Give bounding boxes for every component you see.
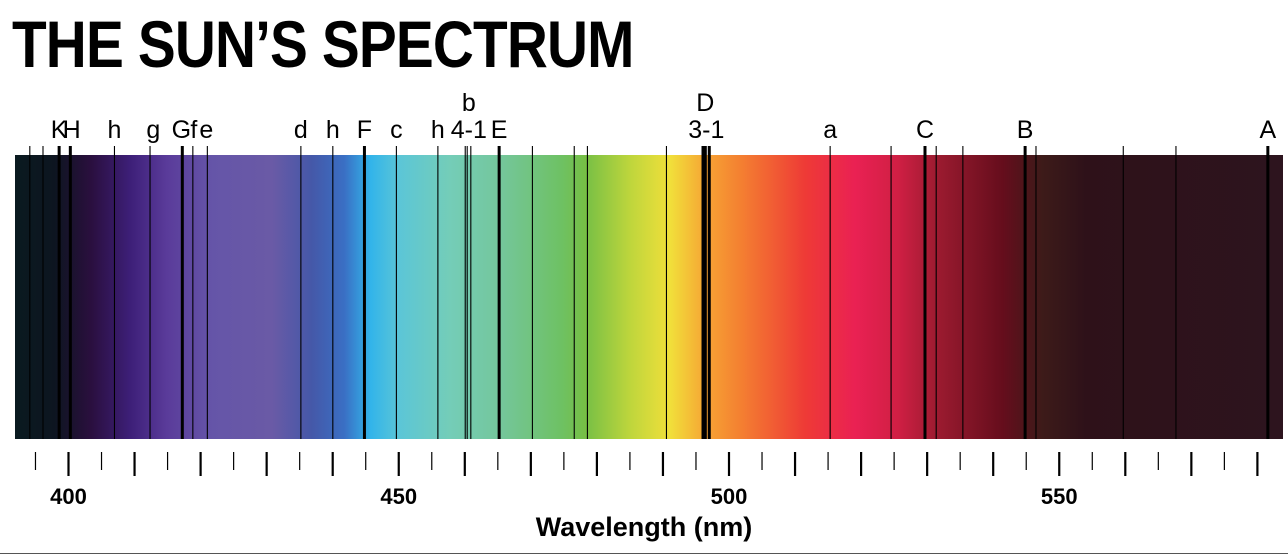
tick-label: 500 [711, 484, 748, 509]
line-label: g [146, 116, 160, 144]
line-label: F [357, 116, 372, 144]
tick-label: 450 [380, 484, 417, 509]
line-label: K [51, 116, 68, 144]
line-label: d [294, 116, 308, 144]
page-title: THE SUN’S SPECTRUM [12, 7, 634, 81]
divider [0, 553, 1288, 554]
line-label: B [1017, 116, 1034, 144]
line-label: H [63, 116, 81, 144]
x-axis-title: Wavelength (nm) [535, 512, 753, 542]
line-label: f [190, 116, 197, 144]
line-label: A [1260, 116, 1277, 144]
line-label: h [326, 116, 340, 144]
line-label: h [431, 116, 445, 144]
tick-label: 550 [1041, 484, 1078, 509]
line-label: G [172, 116, 191, 144]
wavelength-axis: 400450500550600650700750 [34, 452, 1259, 509]
line-label: E [491, 116, 508, 144]
line-label: h [108, 116, 122, 144]
line-label: D [696, 89, 714, 117]
line-label: c [390, 116, 403, 144]
line-label: 3-1 [688, 116, 724, 144]
line-label: e [199, 116, 213, 144]
line-label: a [823, 116, 837, 144]
absorption-lines [29, 146, 1270, 439]
spectrum-band [15, 155, 1283, 439]
line-label: C [916, 116, 934, 144]
line-label: b [462, 89, 476, 117]
tick-label: 400 [50, 484, 87, 509]
line-label: 4-1 [451, 116, 487, 144]
